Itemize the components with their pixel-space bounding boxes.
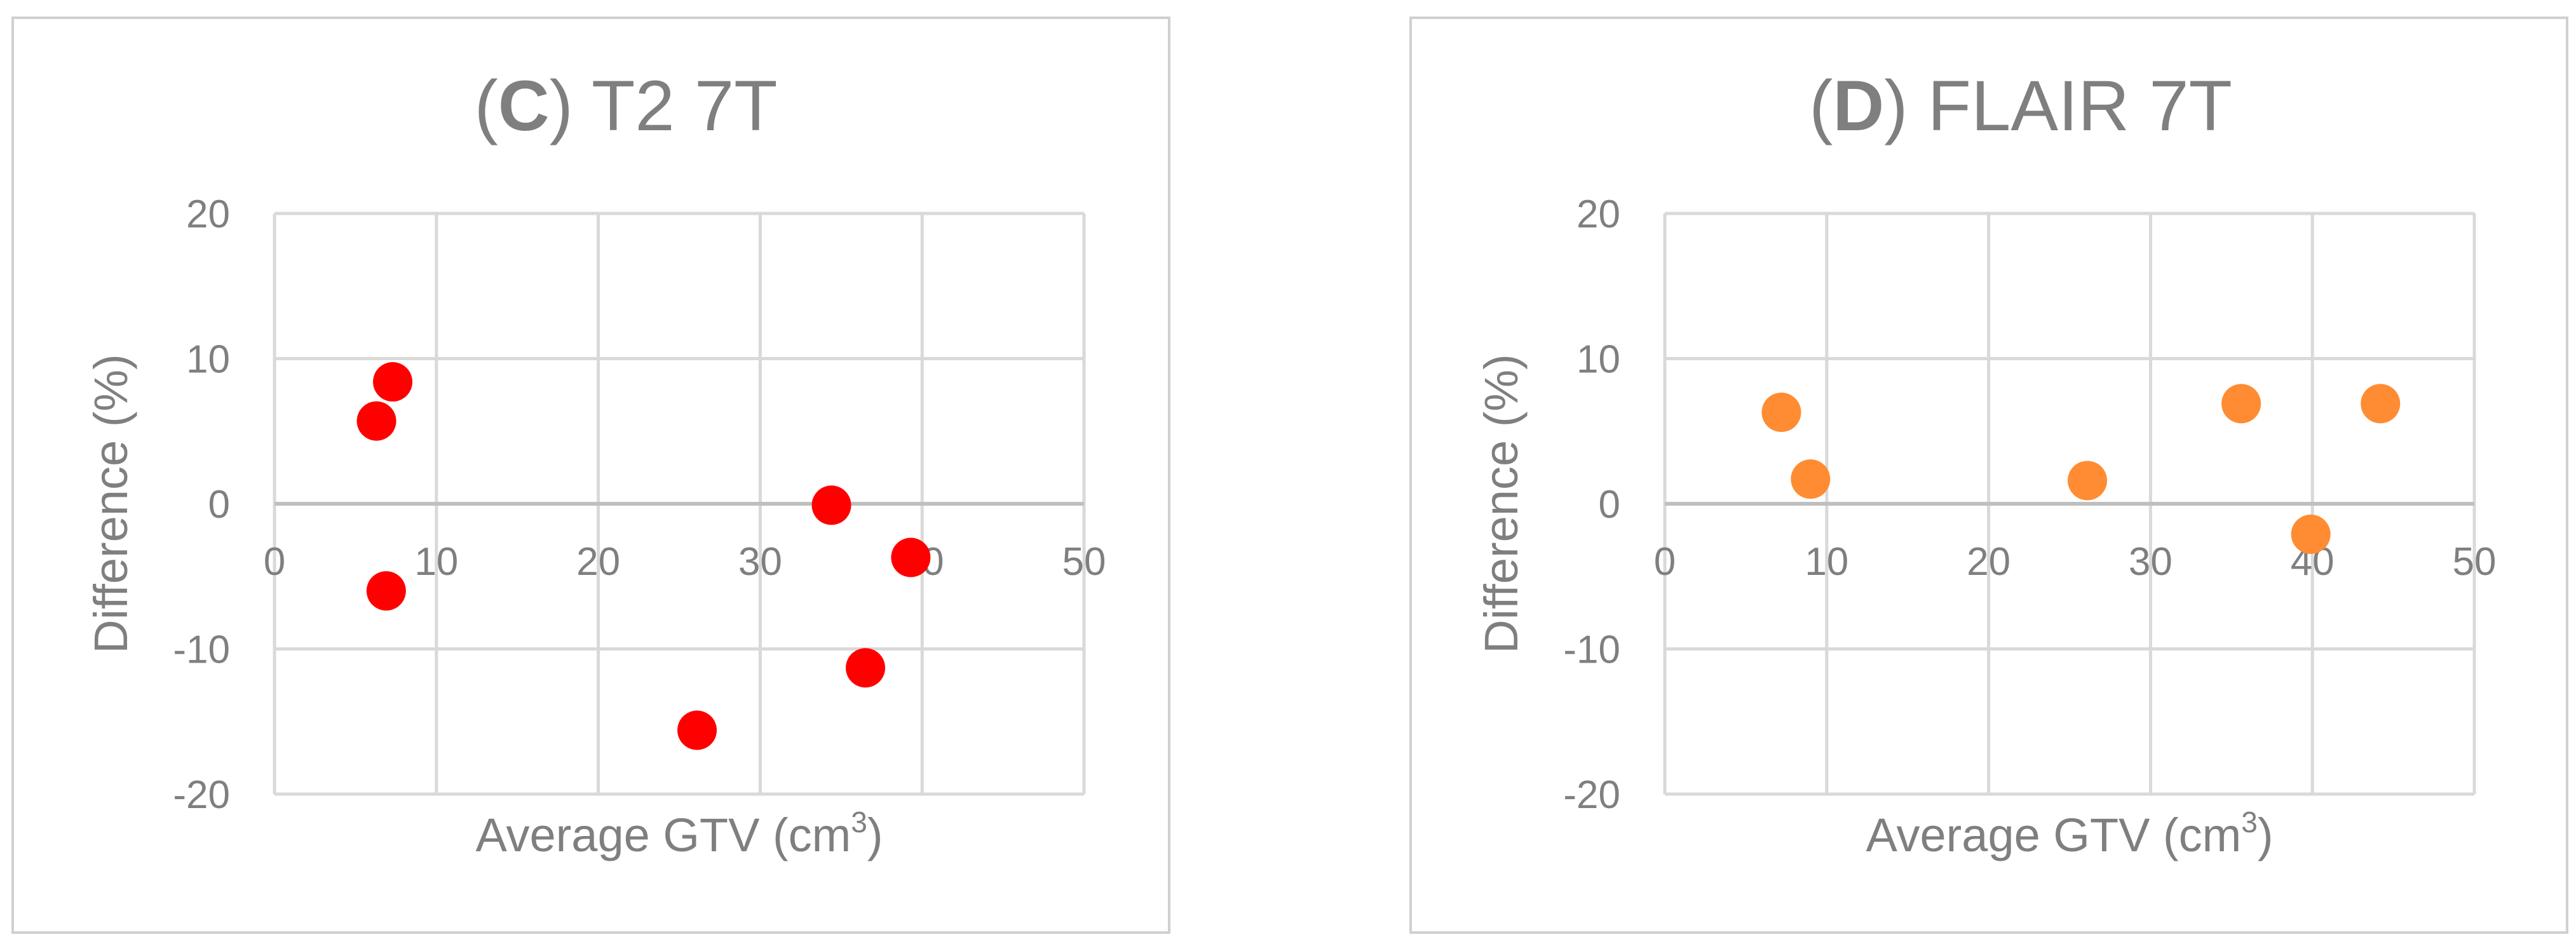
y-tick-label: -20 [173, 773, 230, 817]
x-axis-title-text: Average GTV (cm [1866, 809, 2241, 861]
data-point [846, 648, 886, 688]
y-tick-label: -10 [173, 628, 230, 672]
chart-title-open: ( [474, 66, 498, 145]
chart-title-rest: ) T2 7T [550, 66, 778, 145]
x-tick-label: 10 [1805, 540, 1848, 584]
data-point [891, 537, 931, 577]
y-tick-label: 10 [186, 338, 230, 382]
x-axis-title-superscript: 3 [851, 806, 867, 839]
x-axis-title: Average GTV (cm3) [475, 806, 883, 861]
chart-frame [11, 17, 1170, 934]
data-point [366, 571, 406, 611]
x-tick-label: 10 [414, 540, 458, 584]
data-point [1791, 459, 1831, 499]
x-tick-label: 0 [1654, 540, 1676, 584]
x-axis-title-close: ) [867, 809, 883, 861]
data-point [1761, 393, 1801, 433]
y-tick-label: 0 [1599, 483, 1620, 527]
x-tick-label: 20 [576, 540, 620, 584]
chart-title-open: ( [1809, 66, 1833, 145]
x-tick-label: 30 [2129, 540, 2173, 584]
x-tick-label: 20 [1967, 540, 2010, 584]
x-tick-label: 50 [2453, 540, 2497, 584]
data-point [2068, 461, 2108, 501]
y-tick-label: -20 [1563, 773, 1620, 817]
data-point [811, 485, 851, 525]
chart-title-letter: C [498, 66, 550, 145]
data-point [677, 710, 717, 750]
x-tick-label: 30 [738, 540, 782, 584]
x-tick-label: 50 [1062, 540, 1106, 584]
x-tick-label: 0 [264, 540, 285, 584]
x-axis-title-text: Average GTV (cm [475, 809, 851, 861]
x-axis-title: Average GTV (cm3) [1866, 806, 2273, 861]
y-tick-label: -10 [1563, 628, 1620, 672]
data-point [2221, 384, 2261, 424]
data-point [2361, 384, 2401, 424]
data-point [2291, 514, 2331, 554]
x-axis-title-superscript: 3 [2241, 806, 2258, 839]
y-axis-title: Difference (%) [85, 354, 137, 654]
chart-title-rest: ) FLAIR 7T [1884, 66, 2232, 145]
chart-title: (C) T2 7T [474, 66, 777, 145]
chart-title-letter: D [1833, 66, 1884, 145]
y-tick-label: 20 [1576, 192, 1620, 236]
y-tick-label: 0 [208, 483, 230, 527]
data-point [356, 401, 397, 441]
y-axis-title: Difference (%) [1475, 354, 1528, 654]
x-axis-title-close: ) [2258, 809, 2274, 861]
chart-title: (D) FLAIR 7T [1809, 66, 2232, 145]
y-tick-label: 20 [186, 192, 230, 236]
data-point [373, 362, 413, 402]
y-tick-label: 10 [1576, 338, 1620, 382]
